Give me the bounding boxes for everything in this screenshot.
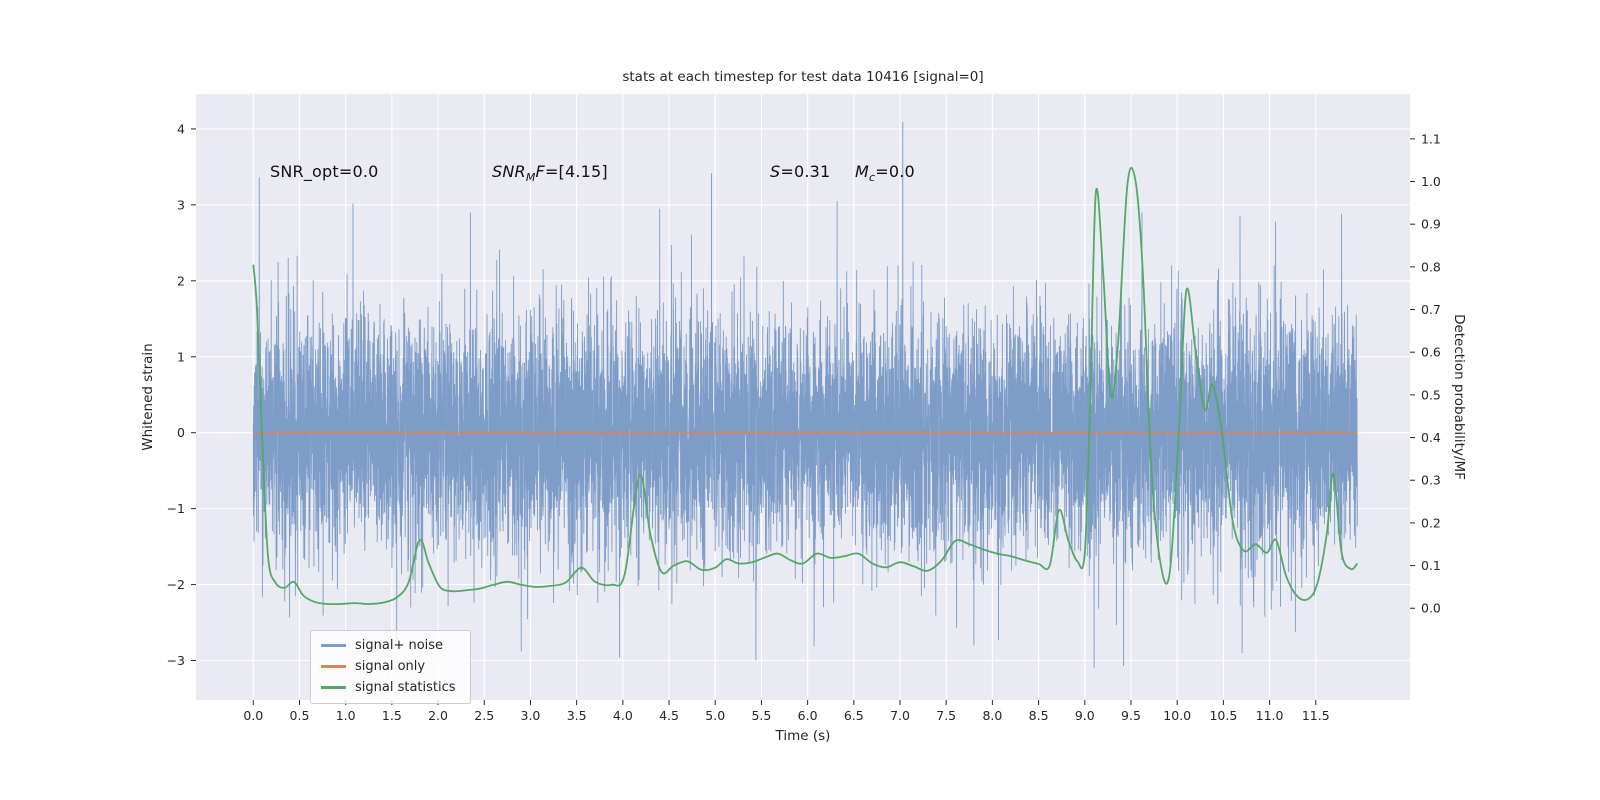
legend-item-signal-statistics: signal statistics bbox=[321, 680, 456, 695]
legend-item-signal-only: signal only bbox=[321, 659, 456, 674]
x-tick-label: 0.0 bbox=[243, 708, 263, 723]
y-axis-label-right: Detection probability/MF bbox=[1451, 314, 1467, 480]
y-left-tick-label: −3 bbox=[167, 653, 185, 668]
y-left-tick-label: −1 bbox=[167, 501, 185, 516]
x-tick-label: 2.0 bbox=[428, 708, 448, 723]
x-tick-label: 9.0 bbox=[1075, 708, 1095, 723]
y-left-tick-label: 4 bbox=[177, 121, 185, 136]
y-right-tick-label: 0.0 bbox=[1421, 601, 1441, 616]
legend-line-signal-noise bbox=[321, 644, 346, 647]
annotation-part: M bbox=[525, 171, 536, 185]
y-right-tick-label: 0.3 bbox=[1421, 473, 1441, 488]
series-signal-statistics bbox=[252, 166, 1359, 606]
x-tick-label: 6.5 bbox=[844, 708, 864, 723]
legend-line-signal-only bbox=[321, 665, 346, 668]
x-tick-label: 1.5 bbox=[382, 708, 402, 723]
x-tick-label: 7.0 bbox=[890, 708, 910, 723]
annotation-part: SNR bbox=[492, 162, 526, 181]
x-tick-label: 8.5 bbox=[1029, 708, 1049, 723]
x-tick-label: 8.0 bbox=[982, 708, 1002, 723]
x-tick-label: 3.0 bbox=[521, 708, 541, 723]
annotation-part: c bbox=[869, 171, 876, 185]
y-right-tick-label: 0.5 bbox=[1421, 387, 1441, 402]
x-tick-label: 4.5 bbox=[659, 708, 679, 723]
annotation-part: M bbox=[855, 162, 870, 181]
x-tick-label: 10.5 bbox=[1209, 708, 1237, 723]
x-tick-label: 6.0 bbox=[798, 708, 818, 723]
annotation-part: =[4.15] bbox=[544, 162, 608, 181]
x-tick-label: 7.5 bbox=[936, 708, 956, 723]
y-right-tick-label: 0.1 bbox=[1421, 558, 1441, 573]
y-right-tick-label: 0.8 bbox=[1421, 259, 1441, 274]
x-tick-label: 10.0 bbox=[1163, 708, 1191, 723]
series-signal-plus-noise bbox=[252, 122, 1358, 669]
y-right-tick-label: 0.7 bbox=[1421, 302, 1441, 317]
y-left-tick-label: −2 bbox=[167, 577, 185, 592]
x-tick-label: 3.5 bbox=[567, 708, 587, 723]
legend-line-signal-statistics bbox=[321, 686, 346, 689]
y-left-tick-label: 1 bbox=[177, 349, 185, 364]
x-tick-label: 11.5 bbox=[1302, 708, 1330, 723]
x-axis-label: Time (s) bbox=[775, 728, 831, 744]
x-tick-label: 5.5 bbox=[751, 708, 771, 723]
y-left-tick-label: 2 bbox=[177, 273, 185, 288]
y-right-tick-label: 1.0 bbox=[1421, 174, 1441, 189]
y-right-tick-label: 1.1 bbox=[1421, 131, 1441, 146]
legend: signal+ noise signal only signal statist… bbox=[310, 630, 471, 704]
legend-label-signal-only: signal only bbox=[355, 659, 426, 674]
y-left-tick-label: 0 bbox=[177, 425, 185, 440]
y-left-tick-label: 3 bbox=[177, 197, 185, 212]
x-tick-label: 1.0 bbox=[336, 708, 356, 723]
annotation-part: S bbox=[770, 162, 781, 181]
annotation-part: =0.0 bbox=[875, 162, 915, 181]
x-tick-label: 11.0 bbox=[1256, 708, 1284, 723]
annotation-part: =0.31 bbox=[780, 162, 831, 181]
annotation-2: S=0.31 bbox=[770, 162, 830, 181]
annotation-0: SNR_opt=0.0 bbox=[270, 162, 379, 181]
annotation-1: SNRMF=[4.15] bbox=[492, 162, 608, 184]
x-tick-label: 0.5 bbox=[290, 708, 310, 723]
y-right-tick-label: 0.6 bbox=[1421, 345, 1441, 360]
legend-label-signal-statistics: signal statistics bbox=[355, 680, 456, 695]
y-right-tick-label: 0.4 bbox=[1421, 430, 1441, 445]
x-tick-label: 9.5 bbox=[1121, 708, 1141, 723]
chart-title: stats at each timestep for test data 104… bbox=[622, 69, 984, 85]
y-right-tick-label: 0.2 bbox=[1421, 515, 1441, 530]
annotation-part: F bbox=[535, 162, 545, 181]
x-tick-label: 2.5 bbox=[474, 708, 494, 723]
y-right-tick-label: 0.9 bbox=[1421, 217, 1441, 232]
annotation-3: Mc=0.0 bbox=[855, 162, 915, 184]
x-tick-label: 5.0 bbox=[705, 708, 725, 723]
legend-item-signal-noise: signal+ noise bbox=[321, 638, 456, 653]
y-axis-label-left: Whitened strain bbox=[140, 343, 156, 451]
x-tick-label: 4.0 bbox=[613, 708, 633, 723]
annotation-part: SNR_opt=0.0 bbox=[270, 162, 379, 181]
legend-label-signal-noise: signal+ noise bbox=[355, 638, 444, 653]
